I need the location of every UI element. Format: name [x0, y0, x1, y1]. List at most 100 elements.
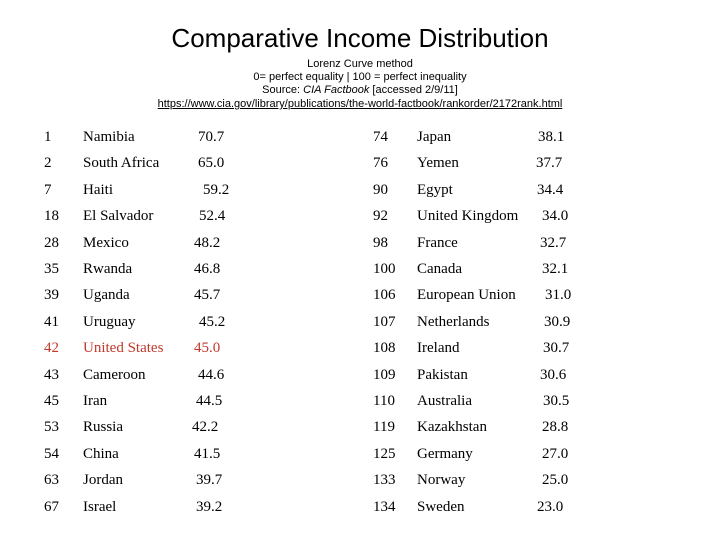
value-cell: 30.6 [540, 366, 567, 383]
source-prefix: Source: [262, 84, 304, 96]
rank-cell: 92 [373, 208, 388, 225]
country-cell: Uruguay [83, 313, 136, 330]
scale-subtitle: 0= perfect equality | 100 = perfect ineq… [253, 71, 467, 83]
country-cell: Egypt [417, 181, 453, 198]
source-url-link[interactable]: https://www.cia.gov/library/publications… [157, 98, 563, 110]
value-cell: 30.5 [543, 393, 570, 409]
country-cell: Norway [417, 472, 466, 489]
rank-cell: 100 [373, 261, 396, 277]
value-cell: 34.4 [537, 181, 564, 198]
rank-cell: 67 [44, 498, 59, 515]
value-cell: 37.7 [536, 155, 563, 172]
value-cell: 27.0 [542, 445, 569, 462]
value-cell: 31.0 [545, 287, 572, 304]
table-row: 2 South Africa 65.0 76 Yemen 37.7 [0, 150, 720, 176]
value-cell: 32.1 [542, 261, 569, 277]
rank-cell: 2 [44, 155, 52, 172]
rank-cell: 133 [373, 472, 396, 489]
rank-cell: 18 [44, 208, 59, 225]
rank-cell: 119 [373, 419, 395, 436]
source-name: CIA Factbook [303, 84, 370, 96]
country-cell: Iran [83, 393, 108, 409]
rank-cell: 43 [44, 366, 59, 383]
value-cell: 42.2 [192, 419, 219, 436]
country-cell: Pakistan [417, 366, 468, 383]
rank-cell: 98 [373, 234, 388, 251]
country-cell: Uganda [83, 287, 130, 304]
table-row: 41 Uruguay 45.2 107 Netherlands 30.9 [0, 309, 720, 335]
country-cell: France [417, 234, 458, 251]
country-cell: Ireland [417, 340, 460, 357]
rank-cell: 107 [373, 313, 396, 330]
country-cell: Sweden [417, 498, 465, 515]
rank-cell: 134 [373, 498, 396, 515]
table-row: 63 Jordan 39.7 133 Norway 25.0 [0, 467, 720, 493]
table-row: 45 Iran 44.5 110 Australia 30.5 [0, 388, 720, 414]
value-cell: 45.2 [199, 313, 226, 330]
country-cell: Australia [417, 393, 472, 409]
value-cell: 28.8 [542, 419, 569, 436]
value-cell: 23.0 [537, 498, 564, 515]
value-cell: 41.5 [194, 445, 221, 462]
rank-cell: 90 [373, 181, 388, 198]
value-cell: 32.7 [540, 234, 567, 251]
country-cell: Cameroon [83, 366, 146, 383]
table-row: 7 Haiti 59.2 90 Egypt 34.4 [0, 177, 720, 203]
value-cell: 44.5 [196, 393, 223, 409]
table-row: 67 Israel 39.2 134 Sweden 23.0 [0, 494, 720, 520]
value-cell: 48.2 [194, 234, 221, 251]
source-suffix: [accessed 2/9/11] [369, 84, 458, 96]
value-cell: 39.2 [196, 498, 223, 515]
rank-cell: 28 [44, 234, 59, 251]
table-row: 53 Russia 42.2 119 Kazakhstan 28.8 [0, 414, 720, 440]
country-cell: Netherlands [417, 313, 490, 330]
rank-cell: 42 [44, 340, 59, 357]
country-cell: United Kingdom [417, 208, 519, 225]
country-cell: El Salvador [83, 208, 154, 225]
table-row: 39 Uganda 45.7 106 European Union 31.0 [0, 282, 720, 308]
table-row: 54 China 41.5 125 Germany 27.0 [0, 441, 720, 467]
method-subtitle: Lorenz Curve method [307, 58, 413, 70]
value-cell: 38.1 [538, 129, 565, 145]
rank-cell: 54 [44, 445, 59, 462]
country-cell: Kazakhstan [417, 419, 487, 436]
rank-cell: 110 [373, 393, 395, 409]
value-cell: 70.7 [198, 129, 225, 145]
country-cell: Yemen [417, 155, 459, 172]
country-cell: Israel [83, 498, 117, 515]
country-cell: China [83, 445, 119, 462]
country-cell: Namibia [83, 129, 135, 145]
country-cell: Rwanda [83, 261, 133, 277]
value-cell: 34.0 [542, 208, 569, 225]
rank-cell: 53 [44, 419, 59, 436]
country-cell: Jordan [83, 472, 123, 489]
table-row: 43 Cameroon 44.6 109 Pakistan 30.6 [0, 362, 720, 388]
value-cell: 44.6 [198, 366, 225, 383]
table-row: 1 Namibia 70.7 74 Japan 38.1 [0, 124, 720, 150]
rank-cell: 35 [44, 261, 59, 277]
table-row: 18 El Salvador 52.4 92 United Kingdom 34.0 [0, 203, 720, 229]
country-cell: United States [83, 340, 164, 357]
rank-cell: 45 [44, 393, 59, 409]
country-cell: Mexico [83, 234, 129, 251]
value-cell: 65.0 [198, 155, 225, 172]
value-cell: 39.7 [196, 472, 223, 489]
value-cell: 59.2 [203, 181, 230, 198]
rank-cell: 125 [373, 445, 396, 462]
rank-cell: 7 [44, 181, 52, 198]
rank-cell: 106 [373, 287, 396, 304]
country-cell: Canada [417, 261, 462, 277]
page-title: Comparative Income Distribution [171, 23, 549, 53]
value-cell: 25.0 [542, 472, 569, 489]
country-cell: Japan [417, 129, 452, 145]
rank-cell: 76 [373, 155, 388, 172]
rank-cell: 41 [44, 313, 59, 330]
rank-cell: 74 [373, 129, 388, 145]
rank-cell: 39 [44, 287, 59, 304]
table-row: 35 Rwanda 46.8 100 Canada 32.1 [0, 256, 720, 282]
country-cell: South Africa [83, 155, 160, 172]
table-row: 28 Mexico 48.2 98 France 32.7 [0, 230, 720, 256]
source-line: Source: CIA Factbook [accessed 2/9/11] [0, 84, 720, 97]
country-cell: European Union [417, 287, 516, 304]
value-cell: 30.7 [543, 340, 570, 357]
